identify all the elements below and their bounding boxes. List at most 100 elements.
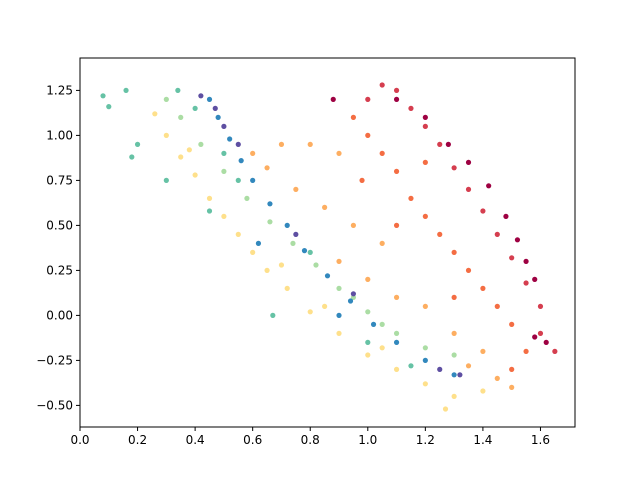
point <box>307 309 313 315</box>
point <box>227 136 233 142</box>
point <box>509 366 515 372</box>
point <box>422 213 428 219</box>
point <box>198 141 204 147</box>
point <box>206 208 213 214</box>
y-tick-label: 0.50 <box>46 218 73 232</box>
point <box>422 357 428 363</box>
point <box>313 262 319 268</box>
point <box>503 213 509 219</box>
x-tick-label: 0.2 <box>128 433 147 447</box>
point <box>457 372 463 378</box>
point <box>307 249 313 255</box>
point <box>365 132 371 138</box>
point <box>379 240 385 246</box>
point <box>238 158 244 164</box>
point <box>445 141 451 147</box>
point <box>322 303 328 309</box>
point <box>267 201 273 207</box>
y-tick-label: −0.25 <box>36 353 73 367</box>
point <box>293 186 299 192</box>
point <box>336 330 342 336</box>
point <box>442 406 449 412</box>
point <box>336 150 342 156</box>
point <box>451 393 457 399</box>
point <box>307 141 313 147</box>
point <box>192 105 198 111</box>
x-tick-label: 0.8 <box>301 433 320 447</box>
point <box>465 363 472 369</box>
point <box>379 321 385 327</box>
point <box>532 334 538 340</box>
point <box>437 231 443 237</box>
point <box>408 363 414 369</box>
point <box>537 330 544 336</box>
point <box>250 177 256 183</box>
point <box>264 165 270 171</box>
x-tick-label: 1.0 <box>358 433 377 447</box>
y-tick-label: 0.25 <box>46 263 73 277</box>
point <box>350 294 357 300</box>
point <box>494 303 500 309</box>
y-tick-label: 0.00 <box>46 308 73 322</box>
point <box>393 87 400 93</box>
point <box>206 195 213 201</box>
point <box>532 276 538 282</box>
point <box>465 186 472 192</box>
point <box>235 177 241 183</box>
point <box>494 375 500 381</box>
x-tick-label: 0.0 <box>70 433 89 447</box>
point <box>437 366 443 372</box>
plot-frame <box>79 57 576 428</box>
point <box>422 303 428 309</box>
point <box>365 339 371 345</box>
point <box>250 150 256 156</box>
point <box>270 312 276 318</box>
point <box>451 372 457 378</box>
point <box>284 285 290 291</box>
point <box>152 111 158 117</box>
point <box>221 213 227 219</box>
point <box>336 285 342 291</box>
point <box>379 82 385 88</box>
point <box>480 285 486 291</box>
point <box>509 255 515 261</box>
point <box>422 381 428 387</box>
point <box>408 105 414 111</box>
point <box>264 267 270 273</box>
point <box>480 208 486 214</box>
point <box>365 352 371 358</box>
point <box>212 105 218 111</box>
point <box>215 114 221 120</box>
point <box>437 141 443 147</box>
y-tick-label: 0.75 <box>46 173 73 187</box>
point <box>336 258 342 264</box>
point <box>365 309 371 315</box>
point <box>178 114 184 120</box>
point <box>486 183 492 189</box>
point <box>134 141 141 147</box>
point <box>129 154 135 160</box>
point <box>552 348 558 354</box>
point <box>523 348 529 354</box>
point <box>379 150 385 156</box>
point <box>235 141 241 147</box>
point <box>359 177 365 183</box>
y-tick-label: −0.50 <box>36 398 73 412</box>
point <box>255 240 262 246</box>
point <box>322 204 328 210</box>
point <box>186 147 192 153</box>
point <box>393 96 400 102</box>
point <box>123 87 129 93</box>
point <box>514 237 521 243</box>
point <box>301 248 308 254</box>
point <box>175 87 181 93</box>
point <box>393 222 400 228</box>
point <box>284 222 290 228</box>
point <box>365 96 371 102</box>
x-tick-label: 0.6 <box>243 433 262 447</box>
point <box>106 104 112 110</box>
point <box>451 165 457 171</box>
point <box>451 352 457 358</box>
x-tick-label: 1.4 <box>473 433 492 447</box>
